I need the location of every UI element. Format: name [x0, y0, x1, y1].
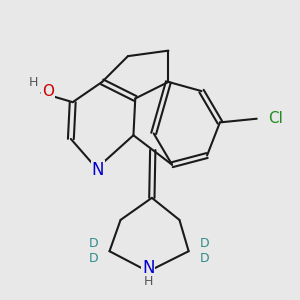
Text: D: D	[89, 252, 99, 265]
Text: D: D	[199, 252, 209, 265]
Text: N: N	[142, 259, 155, 277]
Text: O: O	[42, 84, 54, 99]
Text: D: D	[199, 237, 209, 250]
Text: H: H	[143, 275, 153, 288]
Text: N: N	[92, 161, 104, 179]
Text: H: H	[28, 76, 38, 89]
Text: Cl: Cl	[268, 111, 284, 126]
Text: D: D	[89, 237, 99, 250]
